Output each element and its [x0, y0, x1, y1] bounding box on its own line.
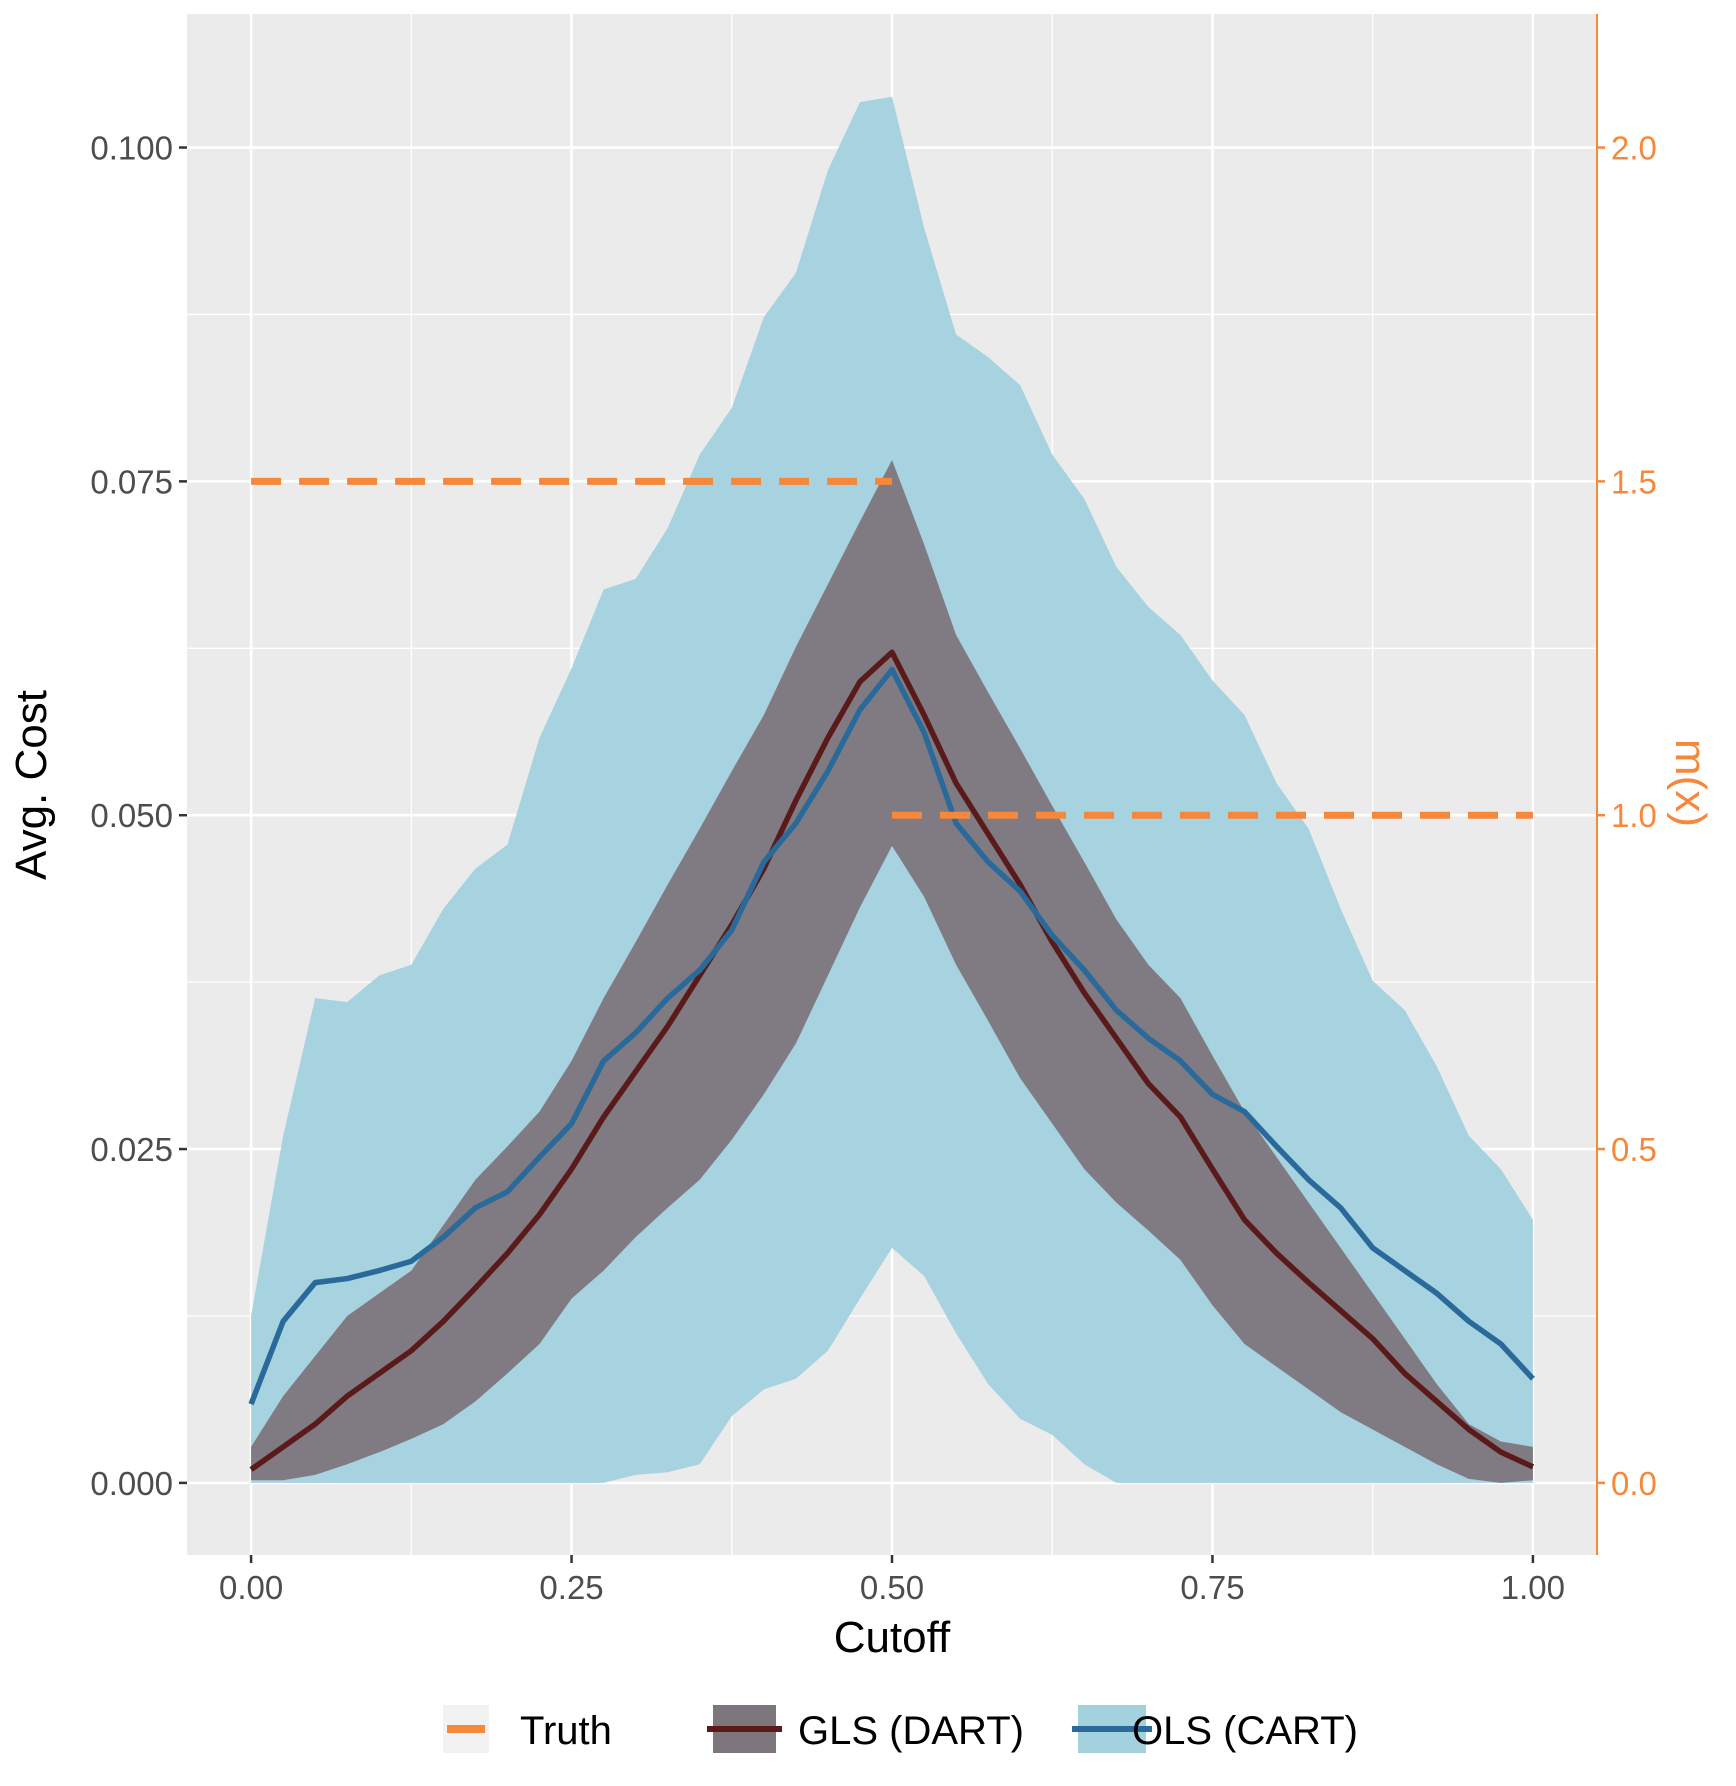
legend: Truth GLS (DART) OLS (CART) [443, 1705, 1358, 1753]
y-tick-label: 0.100 [90, 130, 173, 167]
y2-tick-label: 2.0 [1611, 130, 1657, 167]
x-tick-label: 0.00 [219, 1569, 283, 1606]
x-axis-title: Cutoff [834, 1613, 951, 1662]
y-tick-label: 0.075 [90, 463, 173, 500]
y-axis-title: Avg. Cost [7, 690, 56, 880]
gls-mean-line [249, 649, 1535, 1472]
y2-tick-label: 0.5 [1611, 1131, 1657, 1168]
y-tick-label: 0.000 [90, 1465, 173, 1502]
x-tick-label: 1.00 [1501, 1569, 1565, 1606]
y2-tick-label: 1.0 [1611, 797, 1657, 834]
x-tick-label: 0.25 [539, 1569, 603, 1606]
ols-mean-line [248, 666, 1535, 1406]
y-tick-label: 0.025 [90, 1131, 173, 1168]
x-tick-label: 0.75 [1180, 1569, 1244, 1606]
legend-label-gls: GLS (DART) [798, 1709, 1024, 1753]
axes: 0.00 0.25 0.50 0.75 1.00 0.000 0.025 0.050 0.075… [90, 14, 1657, 1606]
y2-tick-label: 1.5 [1611, 463, 1657, 500]
gls-ribbon [251, 460, 1533, 1483]
y2-tick-label: 0.0 [1611, 1465, 1657, 1502]
legend-label-ols: OLS (CART) [1132, 1709, 1358, 1753]
marks [248, 96, 1535, 1483]
legend-label-truth: Truth [520, 1709, 612, 1753]
x-tick-label: 0.50 [860, 1569, 924, 1606]
y2-axis-title: m(x) [1666, 739, 1715, 827]
y-tick-label: 0.050 [90, 797, 173, 834]
